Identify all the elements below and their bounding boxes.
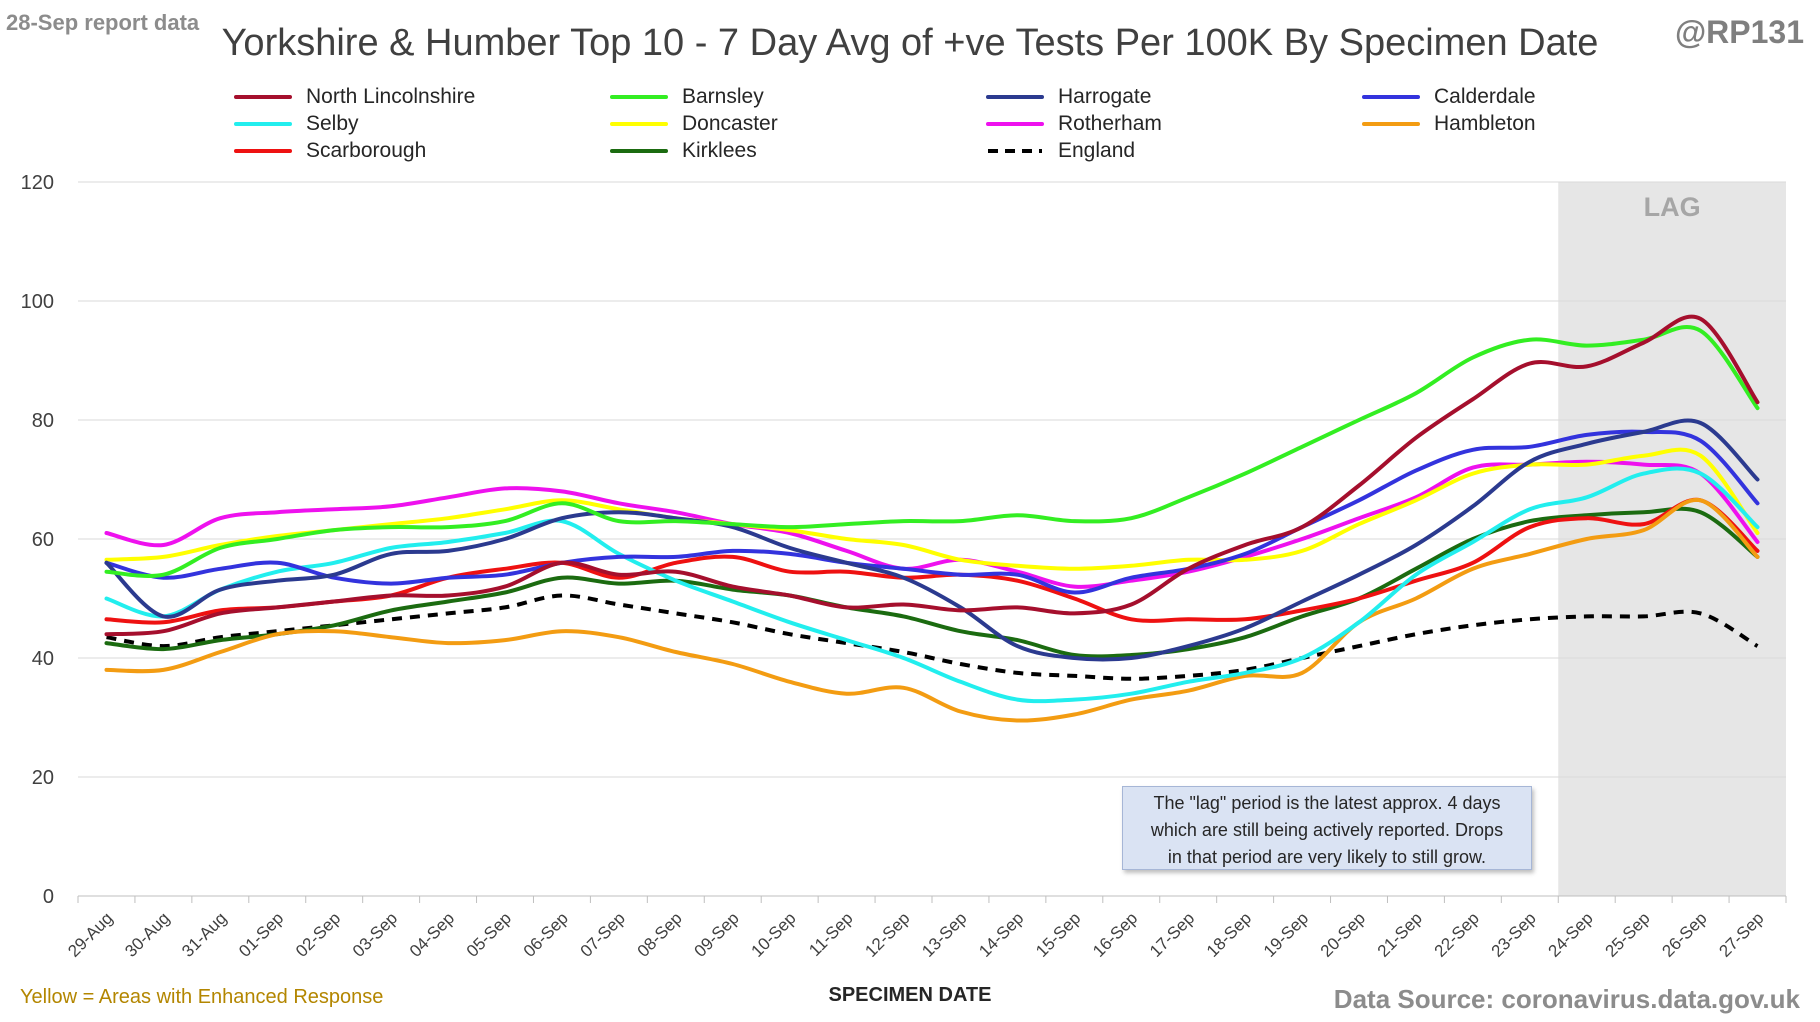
report-date-label: 28-Sep report data <box>6 10 200 35</box>
enhanced-response-note: Yellow = Areas with Enhanced Response <box>20 986 384 1008</box>
legend-swatch <box>1362 122 1420 126</box>
x-tick-label: 16-Sep <box>1089 909 1141 961</box>
legend-item: Hambleton <box>1358 111 1698 137</box>
y-tick-label: 120 <box>21 172 54 194</box>
legend-label: Harrogate <box>1058 85 1152 108</box>
legend-label: England <box>1058 139 1136 162</box>
x-tick-label: 26-Sep <box>1658 909 1710 961</box>
lag-note-box: The "lag" period is the latest approx. 4… <box>1122 786 1532 870</box>
legend-label: Barnsley <box>682 85 764 108</box>
legend-swatch <box>610 95 668 99</box>
legend-label: Selby <box>306 112 359 135</box>
y-tick-label: 100 <box>21 291 54 313</box>
lag-label: LAG <box>1644 192 1701 222</box>
x-tick-label: 04-Sep <box>406 909 458 961</box>
legend-label: Scarborough <box>306 139 427 162</box>
x-tick-label: 29-Aug <box>64 909 116 961</box>
x-tick-label: 30-Aug <box>121 909 173 961</box>
x-tick-label: 22-Sep <box>1431 909 1483 961</box>
series-line-north-lincolnshire <box>104 314 1760 637</box>
y-tick-label: 60 <box>32 529 54 551</box>
x-tick-label: 14-Sep <box>975 909 1027 961</box>
x-tick-label: 12-Sep <box>861 909 913 961</box>
x-tick-label: 20-Sep <box>1317 909 1369 961</box>
legend-swatch <box>610 149 668 153</box>
legend-swatch <box>1362 95 1420 99</box>
series-line-hambleton <box>104 497 1760 723</box>
x-tick-label: 13-Sep <box>918 909 970 961</box>
series-line-rotherham <box>104 459 1760 589</box>
x-tick-label: 11-Sep <box>805 909 856 960</box>
legend-item: Selby <box>230 111 570 137</box>
chart-legend: North Lincolnshire Barnsley Harrogate Calde… <box>230 84 1590 168</box>
x-tick-label: 31-Aug <box>178 909 230 961</box>
legend-label: North Lincolnshire <box>306 85 476 108</box>
y-tick-label: 20 <box>32 767 54 789</box>
lag-note-line: The "lag" period is the latest approx. 4… <box>1153 793 1501 813</box>
x-tick-label: 03-Sep <box>349 909 401 961</box>
x-tick-label: 23-Sep <box>1488 909 1540 961</box>
legend-label: Kirklees <box>682 139 757 162</box>
y-tick-label: 80 <box>32 410 54 432</box>
chart-title: Yorkshire & Humber Top 10 - 7 Day Avg of… <box>221 22 1599 64</box>
lag-note-line: in that period are very likely to still … <box>1167 847 1487 867</box>
legend-label: Calderdale <box>1434 85 1536 108</box>
legend-swatch <box>986 95 1044 99</box>
legend-item: North Lincolnshire <box>230 84 570 110</box>
data-source: Data Source: coronavirus.data.gov.uk <box>1333 984 1800 1014</box>
series-line-doncaster <box>104 447 1760 571</box>
series-line-barnsley <box>104 325 1760 578</box>
x-tick-label: 02-Sep <box>292 909 344 961</box>
legend-label: Hambleton <box>1434 112 1536 135</box>
legend-label: Rotherham <box>1058 112 1162 135</box>
series-line-calderdale <box>104 429 1760 595</box>
legend-item: Harrogate <box>982 84 1322 110</box>
x-axis-title: SPECIMEN DATE <box>828 984 992 1006</box>
author-handle: @RP131 <box>1674 14 1804 50</box>
x-tick-label: 01-Sep <box>235 909 287 961</box>
legend-item: Rotherham <box>982 111 1322 137</box>
x-tick-label: 24-Sep <box>1545 909 1597 961</box>
legend-item: England <box>982 138 1322 164</box>
series-line-selby <box>104 466 1760 704</box>
legend-swatch <box>986 122 1044 126</box>
legend-swatch <box>234 95 292 99</box>
y-tick-label: 40 <box>32 648 54 670</box>
legend-swatch <box>610 122 668 126</box>
legend-item: Barnsley <box>606 84 946 110</box>
x-tick-label: 06-Sep <box>520 909 572 961</box>
legend-item: Scarborough <box>230 138 570 164</box>
series-line-england <box>106 593 1759 681</box>
legend-item: Calderdale <box>1358 84 1698 110</box>
x-tick-label: 19-Sep <box>1260 909 1312 961</box>
legend-label: Doncaster <box>682 112 778 135</box>
y-tick-label: 0 <box>43 886 54 908</box>
legend-swatch <box>234 122 292 126</box>
x-tick-label: 05-Sep <box>463 909 515 961</box>
x-tick-label: 09-Sep <box>691 909 743 961</box>
x-tick-label: 10-Sep <box>748 909 800 961</box>
x-tick-label: 17-Sep <box>1146 909 1198 961</box>
lag-note-line: which are still being actively reported.… <box>1150 820 1504 840</box>
x-tick-label: 25-Sep <box>1602 909 1654 961</box>
x-tick-label: 27-Sep <box>1715 909 1767 961</box>
legend-item: Doncaster <box>606 111 946 137</box>
x-tick-label: 15-Sep <box>1032 909 1084 961</box>
legend-item: Kirklees <box>606 138 946 164</box>
x-tick-label: 08-Sep <box>634 909 686 961</box>
x-tick-label: 07-Sep <box>577 909 629 961</box>
x-tick-label: 21-Sep <box>1374 909 1426 961</box>
series-line-harrogate <box>104 418 1760 662</box>
x-tick-label: 18-Sep <box>1203 909 1255 961</box>
legend-swatch <box>234 149 292 153</box>
legend-swatch <box>988 149 1042 153</box>
